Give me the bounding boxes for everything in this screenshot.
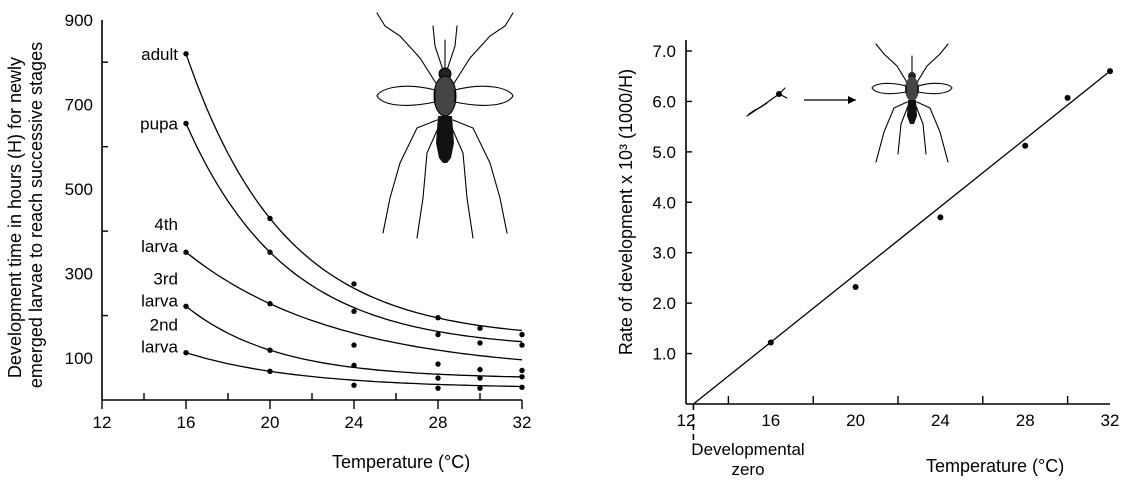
left-data-point <box>435 361 441 367</box>
left-series-label: larva <box>141 338 178 357</box>
left-y-axis-title-line-1: Development time in hours (H) for newly <box>5 57 25 378</box>
transition-arrow-icon <box>804 96 856 104</box>
left-data-point <box>477 340 483 346</box>
right-y-tick-label: 5.0 <box>652 143 676 162</box>
left-y-tick-label: 300 <box>65 264 93 283</box>
left-data-point <box>183 350 189 356</box>
adult-mosquito-illustration <box>376 12 514 239</box>
right-x-axis-title: Temperature (°C) <box>926 456 1064 476</box>
right-x-tick-label: 32 <box>1101 411 1120 430</box>
left-series-label: larva <box>141 237 178 256</box>
left-data-point <box>183 249 189 255</box>
left-y-axis-title-line-2: emerged larvae to reach successive stage… <box>26 42 46 388</box>
left-series-label: 4th <box>154 215 178 234</box>
development-time-chart: 12 16 20 24 28 32 100 300 500 700 900 adult pupa 4th… <box>5 11 531 472</box>
left-series-label: 2nd <box>150 316 178 335</box>
left-data-point <box>435 385 441 391</box>
left-series-labels: adult pupa 4th larva 3rd larva 2nd larva <box>140 45 178 357</box>
left-data-point <box>519 384 525 391</box>
left-data-point <box>267 249 273 255</box>
left-data-point <box>477 385 483 391</box>
left-series-curve <box>185 251 523 361</box>
left-data-point <box>183 120 189 127</box>
left-x-tick-label: 20 <box>261 413 280 432</box>
left-x-tick-label: 24 <box>345 413 364 432</box>
left-data-point <box>477 375 483 381</box>
left-data-point <box>267 301 273 307</box>
right-data-point <box>1107 68 1113 75</box>
right-data-point <box>1022 142 1029 149</box>
left-data-point <box>351 281 357 287</box>
left-series-label: pupa <box>140 114 178 133</box>
right-y-tick-label: 7.0 <box>652 42 676 61</box>
right-data-point <box>1064 94 1071 101</box>
right-axis-ticks: 12 16 20 24 28 32 1.0 2.0 3.0 4.0 5.0 6.0 7.0 <box>652 42 1119 430</box>
right-fit-line <box>693 70 1111 405</box>
developmental-zero-label: zero <box>731 460 764 479</box>
left-data-point <box>519 374 525 380</box>
left-data-point <box>267 368 273 374</box>
left-y-tick-label: 900 <box>65 11 93 30</box>
right-data-point <box>852 284 859 291</box>
left-x-tick-label: 28 <box>429 413 448 432</box>
left-data-point <box>267 215 273 222</box>
left-data-point <box>435 375 441 381</box>
left-series-curves <box>185 53 523 388</box>
left-data-point <box>477 366 483 373</box>
left-x-tick-label: 12 <box>93 413 112 432</box>
right-x-tick-label: 16 <box>761 411 780 430</box>
left-series-label: adult <box>141 45 178 64</box>
right-x-tick-label: 20 <box>846 411 865 430</box>
right-x-tick-label: 12 <box>677 411 696 430</box>
right-y-tick-label: 6.0 <box>652 92 676 111</box>
left-series-label: 3rd <box>153 269 178 288</box>
left-data-point <box>435 314 441 321</box>
right-fit-line-segment <box>693 70 1111 405</box>
left-data-point <box>477 325 483 331</box>
left-data-point <box>183 51 189 57</box>
left-y-tick-label: 700 <box>65 95 93 114</box>
left-series-label: larva <box>141 291 178 310</box>
left-data-point <box>351 362 357 369</box>
left-data-point <box>519 331 525 338</box>
left-x-tick-label: 32 <box>513 413 532 432</box>
development-rate-chart: 12 16 20 24 28 32 1.0 2.0 3.0 4.0 5.0 6.0 7.0 Develo… <box>616 40 1119 479</box>
right-x-tick-label: 28 <box>1016 411 1035 430</box>
right-x-tick-label: 24 <box>931 411 950 430</box>
left-series-curve <box>185 53 523 332</box>
small-mosquito-illustration <box>871 43 953 163</box>
left-axis-ticks: 12 16 20 24 28 32 100 300 500 700 900 <box>65 11 532 432</box>
right-y-tick-label: 1.0 <box>652 345 676 364</box>
left-x-axis-title: Temperature (°C) <box>332 452 470 472</box>
right-data-point <box>937 214 944 221</box>
right-y-tick-label: 4.0 <box>652 193 676 212</box>
left-series-curve <box>185 352 523 388</box>
left-data-point <box>519 367 525 374</box>
developmental-zero-label: Developmental <box>691 440 804 459</box>
left-data-point <box>435 331 441 338</box>
right-y-tick-label: 3.0 <box>652 244 676 263</box>
right-data-point <box>767 339 774 346</box>
left-y-tick-label: 100 <box>65 349 93 368</box>
right-y-tick-label: 2.0 <box>652 294 676 313</box>
left-data-point <box>351 308 357 315</box>
left-data-point <box>351 342 357 348</box>
left-series-points <box>183 51 525 391</box>
left-y-axis-title: Development time in hours (H) for newly … <box>5 42 46 388</box>
left-data-point <box>351 382 357 388</box>
left-x-tick-label: 16 <box>177 413 196 432</box>
left-y-tick-label: 500 <box>65 180 93 199</box>
left-data-point <box>519 342 525 348</box>
left-data-point <box>183 303 189 309</box>
larva-illustration <box>746 87 788 117</box>
right-y-axis-title: Rate of development x 10³ (1000/H) <box>616 69 636 355</box>
right-series-points <box>767 68 1113 346</box>
left-series-curve <box>185 123 523 343</box>
left-data-point <box>267 347 273 353</box>
